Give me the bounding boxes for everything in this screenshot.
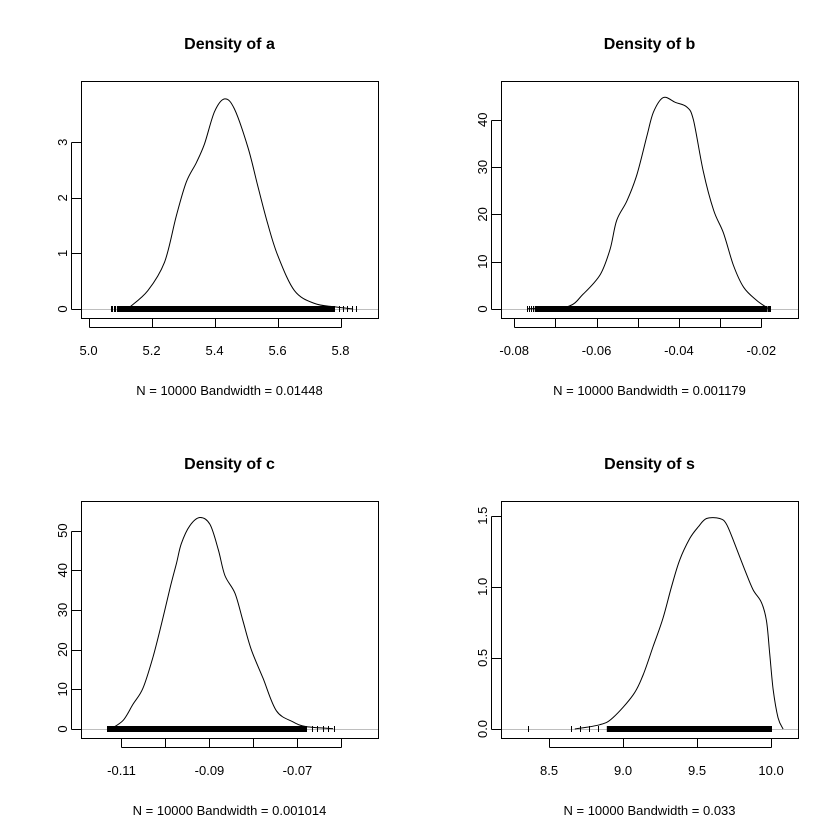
y-axis: 0 10 20 30 40 50: [55, 523, 82, 733]
rug-marks: [107, 726, 335, 732]
y-tick-label: 1.5: [475, 507, 490, 525]
x-axis: -0.08 -0.06 -0.04 -0.02: [499, 318, 777, 358]
rug-marks: [527, 726, 772, 732]
x-tick-label: -0.09: [195, 763, 225, 778]
x-tick-label: 8.5: [540, 763, 558, 778]
panel-title: Density of a: [184, 36, 275, 53]
panel-density-c: Density of c N = 10000 Bandwidth = 0.001…: [55, 456, 379, 818]
y-tick-label: 40: [55, 563, 70, 577]
x-tick-label: 5.0: [80, 343, 98, 358]
rug-dense-band: [534, 306, 768, 312]
rug-marks: [111, 306, 357, 312]
x-tick-label: 9.0: [614, 763, 632, 778]
density-curve: [526, 96, 769, 310]
x-axis: 5.0 5.2 5.4 5.6 5.8: [80, 318, 350, 358]
plot-area-border: [81, 501, 379, 739]
bandwidth-label: N = 10000 Bandwidth = 0.001179: [553, 383, 746, 398]
y-tick-label: 0: [475, 305, 490, 312]
panel-title: Density of s: [604, 456, 695, 473]
y-axis: 0 10 20 30 40: [475, 113, 502, 313]
x-tick-label: -0.11: [107, 763, 136, 778]
y-axis: 0.0 0.5 1.0 1.5: [475, 507, 502, 738]
y-tick-label: 30: [55, 603, 70, 617]
y-tick-label: 0.5: [475, 649, 490, 667]
bandwidth-label: N = 10000 Bandwidth = 0.01448: [136, 383, 322, 398]
y-tick-label: 3: [55, 139, 70, 146]
x-tick-label: -0.08: [499, 343, 529, 358]
rug-dense-band: [110, 726, 307, 732]
y-tick-label: 0.0: [475, 720, 490, 738]
rug-dense-band: [116, 306, 335, 312]
density-curve: [111, 516, 334, 730]
plot-area-border: [501, 501, 799, 739]
x-tick-label: -0.06: [582, 343, 612, 358]
y-tick-label: 30: [475, 160, 490, 174]
y-tick-label: 0: [55, 725, 70, 732]
x-tick-label: -0.02: [747, 343, 777, 358]
y-tick-label: 40: [475, 113, 490, 127]
panel-density-s: Density of s N = 10000 Bandwidth = 0.033…: [475, 456, 799, 818]
y-tick-label: 20: [475, 207, 490, 221]
y-tick-label: 1: [55, 250, 70, 257]
plot-area-border: [501, 81, 799, 319]
x-axis: 8.5 9.0 9.5 10.0: [540, 738, 784, 778]
x-tick-label: -0.07: [283, 763, 313, 778]
x-tick-label: 5.6: [268, 343, 286, 358]
density-curve: [574, 517, 784, 730]
panel-title: Density of b: [604, 36, 696, 53]
x-tick-label: 5.8: [331, 343, 349, 358]
y-axis: 0 1 2 3: [55, 139, 82, 313]
x-tick-label: 5.4: [206, 343, 224, 358]
rug-dense-band: [606, 726, 772, 732]
panel-title: Density of c: [184, 456, 275, 473]
y-tick-label: 20: [55, 642, 70, 656]
bandwidth-label: N = 10000 Bandwidth = 0.033: [563, 803, 735, 818]
x-axis: -0.11 -0.09 -0.07: [107, 738, 342, 778]
x-tick-label: -0.04: [664, 343, 694, 358]
panel-density-a: Density of a N = 10000 Bandwidth = 0.014…: [55, 36, 379, 398]
y-tick-label: 10: [475, 254, 490, 268]
y-tick-label: 1.0: [475, 578, 490, 596]
y-tick-label: 50: [55, 523, 70, 537]
bandwidth-label: N = 10000 Bandwidth = 0.001014: [133, 803, 327, 818]
x-tick-label: 9.5: [688, 763, 706, 778]
y-tick-label: 2: [55, 194, 70, 201]
x-tick-label: 5.2: [143, 343, 161, 358]
y-tick-label: 10: [55, 682, 70, 696]
plot-area-border: [81, 81, 379, 319]
y-tick-label: 0: [55, 305, 70, 312]
x-tick-label: 10.0: [758, 763, 783, 778]
density-curve: [129, 98, 354, 310]
panel-density-b: Density of b N = 10000 Bandwidth = 0.001…: [475, 36, 799, 398]
